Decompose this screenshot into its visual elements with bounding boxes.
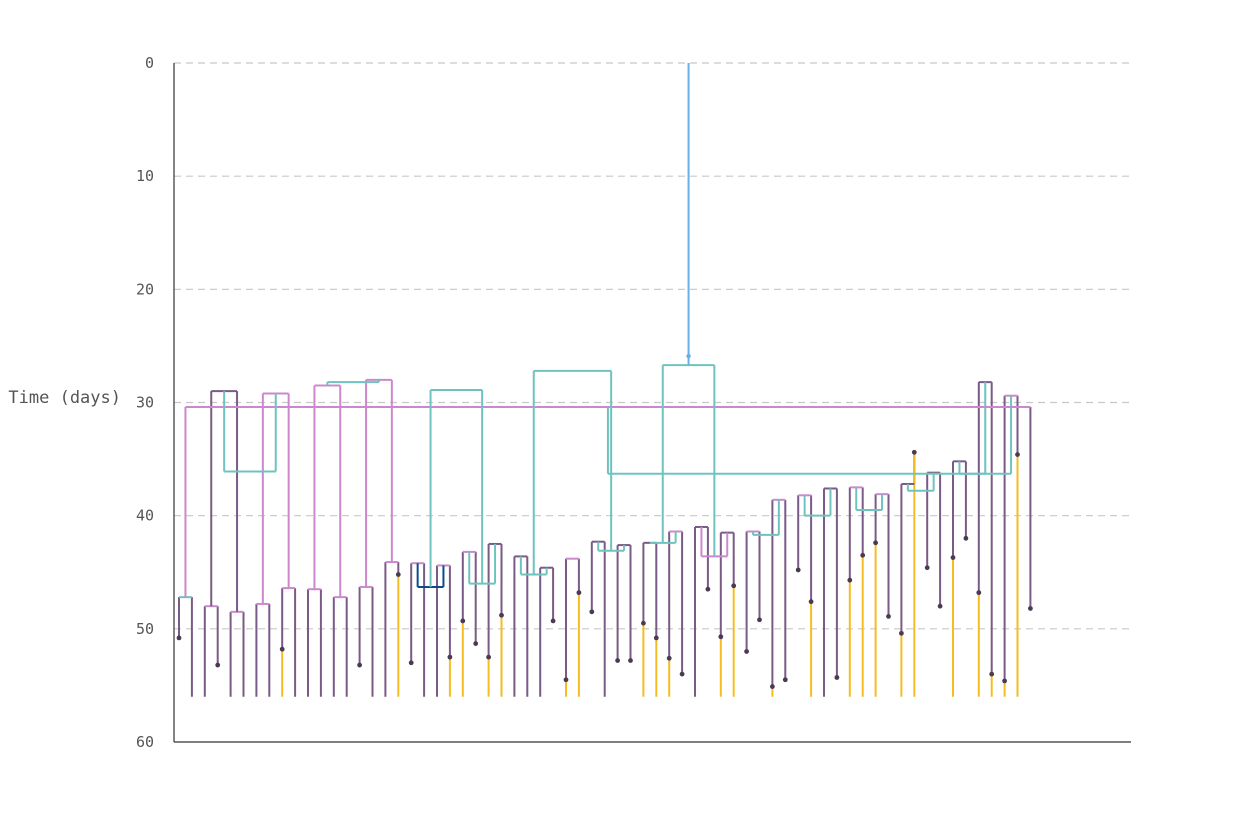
node-marker (847, 577, 853, 583)
node-marker (666, 655, 672, 661)
node-marker (834, 675, 840, 680)
y-tick-label: 50 (136, 620, 154, 638)
node-marker (718, 634, 724, 640)
node-marker (963, 535, 969, 541)
node-marker (705, 586, 711, 592)
node-marker (1015, 452, 1020, 457)
grid-layer (174, 62, 1131, 630)
node-marker (989, 671, 995, 677)
node-marker (641, 620, 646, 626)
y-axis-title: Time (days) (8, 388, 121, 408)
node-marker (1028, 606, 1033, 611)
node-marker (899, 630, 904, 636)
y-tick-label: 40 (136, 507, 154, 525)
node-marker (550, 618, 556, 624)
node-marker (357, 662, 362, 668)
node-marker (615, 658, 620, 663)
node-marker (782, 677, 788, 683)
node-marker (589, 609, 595, 615)
node-marker (408, 660, 414, 666)
node-marker (886, 613, 891, 619)
node-marker (976, 590, 982, 596)
y-tick-label: 0 (145, 54, 154, 72)
node-marker (860, 552, 866, 558)
node-marker (176, 635, 182, 641)
node-marker (395, 572, 401, 577)
y-tick-label: 10 (136, 167, 154, 185)
node-marker (937, 603, 943, 609)
node-marker (460, 618, 466, 624)
node-marker (679, 671, 685, 677)
node-marker (486, 654, 491, 660)
node-marker (757, 617, 762, 623)
node-marker (950, 555, 956, 560)
node-marker (563, 677, 569, 683)
y-axis: 0 10 20 30 40 50 60 (136, 54, 1131, 751)
node-marker (576, 590, 582, 596)
node-marker (924, 565, 930, 571)
y-tick-label: 30 (136, 394, 154, 412)
y-tick-label: 20 (136, 280, 154, 298)
node-marker (473, 641, 479, 646)
node-marker (795, 567, 801, 573)
tree-nodes (176, 353, 1033, 689)
node-marker (911, 449, 917, 455)
y-tick-label: 60 (136, 733, 154, 751)
node-marker (499, 612, 504, 618)
node-marker (215, 662, 221, 668)
node-marker (731, 583, 737, 589)
node-marker (808, 599, 814, 605)
node-marker (744, 649, 749, 654)
node-marker (873, 540, 878, 546)
node-marker (653, 635, 659, 641)
node-marker (447, 654, 453, 660)
node-marker (686, 353, 691, 359)
node-marker (279, 646, 285, 652)
node-marker (628, 658, 633, 663)
tree-branches (178, 63, 1032, 697)
node-marker (770, 684, 775, 689)
node-marker (1002, 678, 1007, 684)
